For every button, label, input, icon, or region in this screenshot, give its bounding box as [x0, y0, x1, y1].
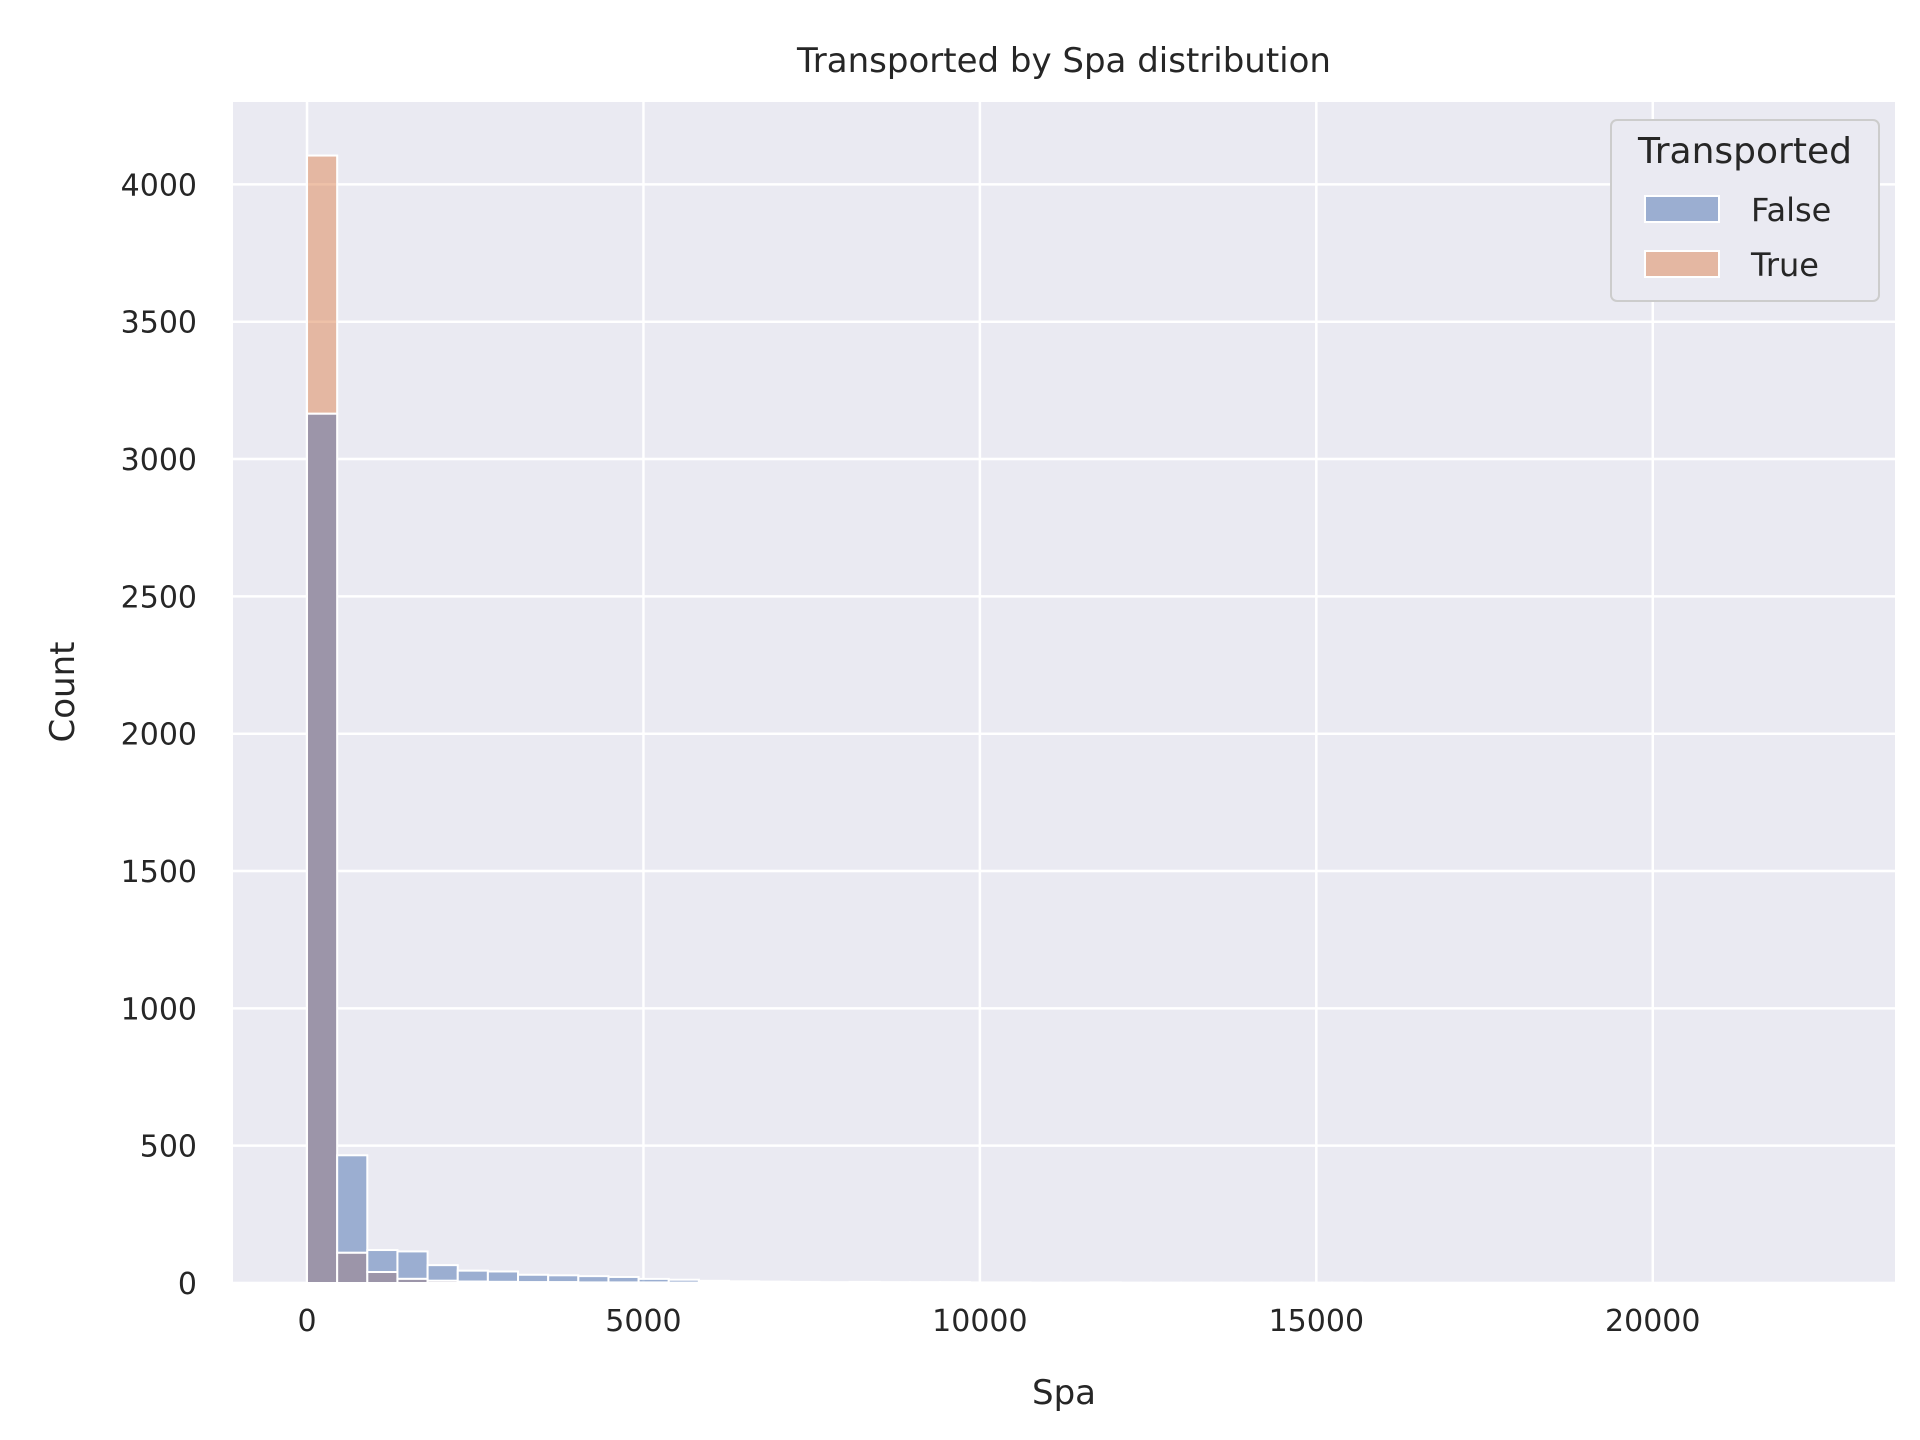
y-tick-label: 500 [140, 1130, 197, 1165]
legend-swatch-false [1644, 195, 1720, 223]
histogram-bar-overlap [637, 1281, 670, 1284]
histogram-bar [456, 1269, 489, 1283]
y-tick-label: 1500 [121, 855, 197, 890]
histogram-bar-overlap [336, 1251, 369, 1284]
histogram-bar-overlap [366, 1271, 399, 1284]
histogram-bar-overlap [426, 1279, 459, 1284]
histogram-bar [969, 1281, 1002, 1284]
histogram-bar-overlap [306, 412, 339, 1284]
histogram-bar [547, 1274, 580, 1284]
histogram-bar [306, 154, 339, 415]
histogram-bar [878, 1281, 911, 1284]
y-tick-label: 2000 [121, 718, 197, 753]
histogram-bar [336, 1154, 369, 1254]
x-tick-label: 10000 [932, 1304, 1027, 1339]
histogram-bar [517, 1273, 550, 1284]
histogram-bar [908, 1281, 942, 1284]
histogram-bar-overlap [456, 1280, 489, 1284]
x-tick-label: 5000 [605, 1304, 681, 1339]
histogram-bar [396, 1250, 429, 1280]
legend-label-true: True [1750, 246, 1819, 284]
legend-swatch-true [1644, 250, 1720, 278]
histogram-bar [426, 1264, 459, 1282]
y-tick-label: 4000 [121, 168, 197, 203]
histogram-bar [999, 1281, 1032, 1284]
y-axis-label: Count [43, 642, 83, 743]
histogram-bar-overlap [396, 1277, 429, 1285]
legend-title: Transported [1637, 131, 1852, 172]
legend-label-false: False [1751, 191, 1831, 229]
histogram-bar-overlap [517, 1281, 550, 1284]
x-tick-label: 0 [297, 1304, 316, 1339]
y-tick-label: 1000 [121, 992, 197, 1027]
histogram-bar [1089, 1281, 1122, 1284]
histogram-bar [818, 1281, 851, 1284]
histogram-bar-overlap [547, 1281, 580, 1284]
y-tick-label: 3500 [121, 306, 197, 341]
histogram-bar-overlap [607, 1281, 640, 1284]
x-tick-label: 15000 [1269, 1304, 1364, 1339]
histogram-bar [366, 1249, 399, 1274]
histogram-bar [939, 1281, 972, 1284]
y-tick-label: 2500 [121, 580, 197, 615]
legend: Transported False True [1610, 119, 1880, 302]
chart-title: Transported by Spa distribution [796, 41, 1331, 81]
y-tick-label: 3000 [121, 443, 197, 478]
x-axis-label: Spa [1032, 1373, 1096, 1413]
histogram-bar-overlap [486, 1280, 520, 1284]
y-tick-label: 0 [178, 1267, 197, 1302]
histogram-bar-overlap [577, 1281, 610, 1284]
histogram-bar [486, 1270, 520, 1283]
histogram-bars [306, 154, 1364, 1285]
tick-labels: 0 5000 10000 15000 20000 0 500 1000 1500 2000 2500… [121, 168, 1701, 1339]
x-tick-label: 20000 [1605, 1304, 1700, 1339]
